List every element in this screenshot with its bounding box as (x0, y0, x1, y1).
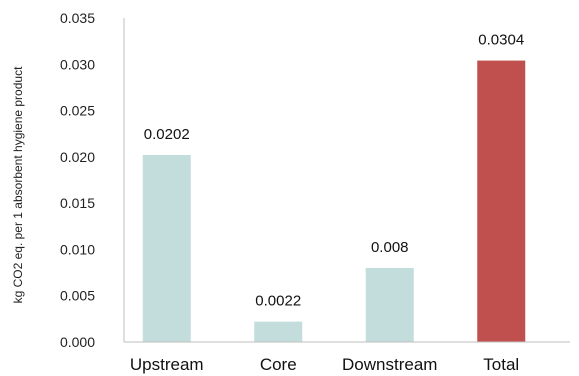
y-axis-ticks: 0.000 0.005 0.010 0.015 0.020 0.025 0.030 0.035 (60, 10, 95, 350)
x-tick-label: Upstream (130, 355, 204, 374)
data-label: 0.0304 (478, 32, 524, 49)
bar (365, 267, 414, 342)
data-labels: 0.0202 0.0022 0.008 0.0304 (144, 32, 524, 310)
y-tick-label: 0.005 (60, 288, 95, 304)
data-label: 0.0202 (144, 126, 190, 143)
y-tick-label: 0.010 (60, 241, 95, 257)
y-tick-label: 0.020 (60, 149, 95, 165)
y-tick-label: 0.025 (60, 103, 95, 119)
data-label: 0.0022 (255, 293, 301, 310)
x-axis-labels: Upstream Core Downstream Total (130, 355, 519, 374)
y-tick-label: 0.030 (60, 56, 95, 72)
x-tick-label: Total (483, 355, 519, 374)
bars (142, 60, 526, 342)
x-tick-label: Downstream (342, 355, 437, 374)
y-tick-label: 0.015 (60, 195, 95, 211)
y-tick-label: 0.035 (60, 10, 95, 26)
data-label: 0.008 (371, 239, 409, 256)
axes (123, 18, 570, 343)
x-tick-label: Core (260, 355, 297, 374)
bar (142, 155, 191, 342)
y-axis-title-group: kg CO2 eq. per 1 absorbent hygiene produ… (11, 66, 25, 303)
bar (254, 321, 303, 342)
y-tick-label: 0.000 (60, 334, 95, 350)
bar (477, 60, 526, 342)
y-axis-title: kg CO2 eq. per 1 absorbent hygiene produ… (11, 66, 25, 303)
